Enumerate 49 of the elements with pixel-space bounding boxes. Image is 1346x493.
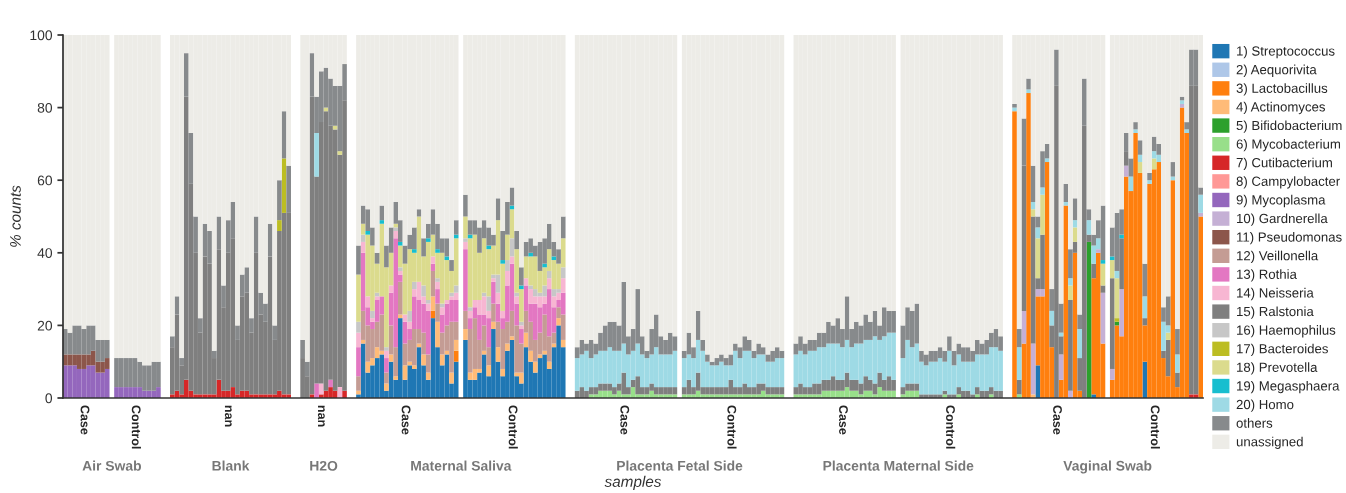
y-tick-label: 80 <box>37 102 53 113</box>
legend-label: 15) Ralstonia <box>1237 306 1314 319</box>
legend-label: 2) Aequorivita <box>1236 64 1317 77</box>
legend-label: 12) Veillonella <box>1237 250 1319 263</box>
x-tick-label: Case <box>839 405 848 435</box>
legend-label: 19) Megasphaera <box>1237 380 1340 394</box>
legend-label: 6) Mycobacterium <box>1236 139 1341 152</box>
x-tick-label: Control <box>946 405 956 449</box>
x-tick-label: nan <box>224 405 232 427</box>
x-tick-label: Control <box>727 405 737 449</box>
legend-label: 3) Lactobacillus <box>1236 83 1328 96</box>
legend-label: 5) Bifidobacterium <box>1236 120 1342 133</box>
y-axis-title: % counts <box>10 185 21 247</box>
y-tick-label: 0 <box>45 393 53 404</box>
y-tick-label: 20 <box>37 320 53 331</box>
legend-label: 11) Pseudomonas <box>1237 232 1342 245</box>
x-tick-label: Case <box>80 405 90 435</box>
text: Placenta Maternal Side <box>823 460 974 471</box>
text: Maternal Saliva <box>411 460 512 471</box>
legend-label: 7) Cutibacterium <box>1236 157 1332 170</box>
y-tick-label: 60 <box>37 175 53 186</box>
x-tick-label: nan <box>317 405 325 427</box>
legend-label: 8) Campylobacter <box>1236 176 1340 189</box>
legend-label: 10) Gardnerella <box>1237 213 1328 226</box>
text: Placenta Fetal Side <box>617 460 743 471</box>
legend-label: 18) Prevotella <box>1237 362 1318 375</box>
x-tick-label: Control <box>131 405 141 449</box>
text: Air Swab <box>82 460 141 471</box>
legend-label: 17) Bacteroides <box>1237 343 1328 356</box>
text: Vaginal Swab <box>1063 460 1152 474</box>
legend-label: 14) Neisseria <box>1237 287 1314 301</box>
x-tick-label: Case <box>620 405 630 435</box>
text: Blank <box>212 460 250 471</box>
legend-label: 9) Mycoplasma <box>1236 194 1326 208</box>
legend-label: 20) Homo <box>1236 399 1294 412</box>
legend-label: 13) Rothia <box>1237 269 1297 282</box>
y-tick-label: 100 <box>30 30 53 41</box>
x-tick-label: Case <box>401 405 411 435</box>
legend-label: 16) Haemophilus <box>1237 325 1336 338</box>
x-tick-label: Case <box>1053 405 1062 435</box>
y-tick-label: 40 <box>37 248 53 258</box>
legend-label: 4) Actinomyces <box>1236 101 1326 115</box>
legend-label: unassigned <box>1236 436 1303 449</box>
legend-label: others <box>1236 418 1273 428</box>
x-tick-label: Control <box>1150 405 1160 449</box>
x-tick-label: Control <box>508 405 518 449</box>
legend-label: 1) Streptococcus <box>1237 46 1335 59</box>
text: H2O <box>310 460 338 471</box>
x-axis-title: samples <box>604 475 662 490</box>
